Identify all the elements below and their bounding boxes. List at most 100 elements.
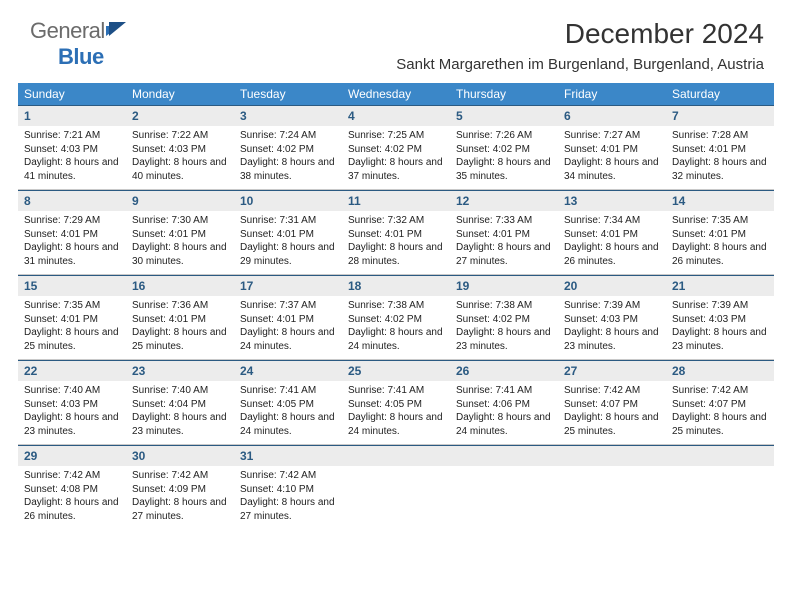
day-number: 24 [234,361,342,381]
sunrise-text: Sunrise: 7:39 AM [564,299,660,313]
sunset-text: Sunset: 4:02 PM [456,313,552,327]
day-number [450,446,558,466]
sunset-text: Sunset: 4:01 PM [240,313,336,327]
sunrise-text: Sunrise: 7:28 AM [672,129,768,143]
sunset-text: Sunset: 4:10 PM [240,483,336,497]
daylight-text: Daylight: 8 hours and 25 minutes. [24,326,120,353]
sunset-text: Sunset: 4:01 PM [348,228,444,242]
day-detail: Sunrise: 7:37 AMSunset: 4:01 PMDaylight:… [234,296,342,359]
daylight-text: Daylight: 8 hours and 29 minutes. [240,241,336,268]
day-number: 10 [234,191,342,211]
day-number-row: 1234567 [18,105,774,126]
day-number-row: 15161718192021 [18,275,774,296]
daylight-text: Daylight: 8 hours and 23 minutes. [456,326,552,353]
sunset-text: Sunset: 4:03 PM [672,313,768,327]
sunrise-text: Sunrise: 7:38 AM [456,299,552,313]
sunrise-text: Sunrise: 7:35 AM [24,299,120,313]
day-detail: Sunrise: 7:42 AMSunset: 4:07 PMDaylight:… [666,381,774,444]
week-block: 15161718192021Sunrise: 7:35 AMSunset: 4:… [18,275,774,360]
daylight-text: Daylight: 8 hours and 32 minutes. [672,156,768,183]
location-text: Sankt Margarethen im Burgenland, Burgenl… [396,56,764,73]
day-detail-row: Sunrise: 7:29 AMSunset: 4:01 PMDaylight:… [18,211,774,274]
daylight-text: Daylight: 8 hours and 31 minutes. [24,241,120,268]
sunset-text: Sunset: 4:03 PM [132,143,228,157]
sunset-text: Sunset: 4:07 PM [672,398,768,412]
sunrise-text: Sunrise: 7:27 AM [564,129,660,143]
day-detail: Sunrise: 7:42 AMSunset: 4:08 PMDaylight:… [18,466,126,529]
day-detail: Sunrise: 7:28 AMSunset: 4:01 PMDaylight:… [666,126,774,189]
sunrise-text: Sunrise: 7:42 AM [564,384,660,398]
sunrise-text: Sunrise: 7:29 AM [24,214,120,228]
sunset-text: Sunset: 4:01 PM [672,228,768,242]
month-title: December 2024 [396,18,764,50]
daylight-text: Daylight: 8 hours and 28 minutes. [348,241,444,268]
sunrise-text: Sunrise: 7:22 AM [132,129,228,143]
sunset-text: Sunset: 4:01 PM [24,313,120,327]
daylight-text: Daylight: 8 hours and 26 minutes. [672,241,768,268]
weekday-header-row: Sunday Monday Tuesday Wednesday Thursday… [18,83,774,105]
weeks-container: 1234567Sunrise: 7:21 AMSunset: 4:03 PMDa… [18,105,774,529]
day-detail [450,466,558,529]
day-detail: Sunrise: 7:27 AMSunset: 4:01 PMDaylight:… [558,126,666,189]
day-number: 23 [126,361,234,381]
day-number: 17 [234,276,342,296]
daylight-text: Daylight: 8 hours and 24 minutes. [456,411,552,438]
sunrise-text: Sunrise: 7:25 AM [348,129,444,143]
day-detail: Sunrise: 7:41 AMSunset: 4:05 PMDaylight:… [342,381,450,444]
day-detail: Sunrise: 7:32 AMSunset: 4:01 PMDaylight:… [342,211,450,274]
day-number-row: 293031 [18,445,774,466]
day-detail: Sunrise: 7:42 AMSunset: 4:10 PMDaylight:… [234,466,342,529]
sunset-text: Sunset: 4:05 PM [348,398,444,412]
daylight-text: Daylight: 8 hours and 27 minutes. [240,496,336,523]
sunrise-text: Sunrise: 7:40 AM [132,384,228,398]
sunset-text: Sunset: 4:03 PM [24,143,120,157]
day-number: 11 [342,191,450,211]
daylight-text: Daylight: 8 hours and 25 minutes. [132,326,228,353]
sunrise-text: Sunrise: 7:30 AM [132,214,228,228]
day-detail: Sunrise: 7:41 AMSunset: 4:06 PMDaylight:… [450,381,558,444]
sunrise-text: Sunrise: 7:42 AM [672,384,768,398]
sunset-text: Sunset: 4:01 PM [240,228,336,242]
day-number [342,446,450,466]
day-number-row: 22232425262728 [18,360,774,381]
sunrise-text: Sunrise: 7:41 AM [456,384,552,398]
daylight-text: Daylight: 8 hours and 23 minutes. [132,411,228,438]
day-detail: Sunrise: 7:21 AMSunset: 4:03 PMDaylight:… [18,126,126,189]
day-detail: Sunrise: 7:30 AMSunset: 4:01 PMDaylight:… [126,211,234,274]
day-number: 29 [18,446,126,466]
daylight-text: Daylight: 8 hours and 30 minutes. [132,241,228,268]
weekday-cell: Monday [126,83,234,105]
sunrise-text: Sunrise: 7:33 AM [456,214,552,228]
weekday-cell: Friday [558,83,666,105]
day-detail: Sunrise: 7:42 AMSunset: 4:07 PMDaylight:… [558,381,666,444]
day-number: 9 [126,191,234,211]
day-detail-row: Sunrise: 7:42 AMSunset: 4:08 PMDaylight:… [18,466,774,529]
day-detail [342,466,450,529]
logo: General Blue [28,18,128,70]
sunrise-text: Sunrise: 7:21 AM [24,129,120,143]
day-number: 31 [234,446,342,466]
logo-flag-icon [106,22,128,36]
day-detail: Sunrise: 7:29 AMSunset: 4:01 PMDaylight:… [18,211,126,274]
day-detail: Sunrise: 7:34 AMSunset: 4:01 PMDaylight:… [558,211,666,274]
daylight-text: Daylight: 8 hours and 41 minutes. [24,156,120,183]
sunset-text: Sunset: 4:02 PM [348,143,444,157]
sunset-text: Sunset: 4:09 PM [132,483,228,497]
daylight-text: Daylight: 8 hours and 23 minutes. [672,326,768,353]
logo-text-blue: Blue [58,44,104,69]
daylight-text: Daylight: 8 hours and 24 minutes. [240,326,336,353]
sunrise-text: Sunrise: 7:31 AM [240,214,336,228]
day-number-row: 891011121314 [18,190,774,211]
day-detail-row: Sunrise: 7:40 AMSunset: 4:03 PMDaylight:… [18,381,774,444]
day-number: 4 [342,106,450,126]
day-detail: Sunrise: 7:36 AMSunset: 4:01 PMDaylight:… [126,296,234,359]
sunset-text: Sunset: 4:07 PM [564,398,660,412]
daylight-text: Daylight: 8 hours and 37 minutes. [348,156,444,183]
daylight-text: Daylight: 8 hours and 24 minutes. [348,411,444,438]
day-number: 26 [450,361,558,381]
day-number: 15 [18,276,126,296]
sunrise-text: Sunrise: 7:39 AM [672,299,768,313]
sunset-text: Sunset: 4:02 PM [348,313,444,327]
header: General Blue December 2024 Sankt Margare… [0,0,792,79]
daylight-text: Daylight: 8 hours and 25 minutes. [672,411,768,438]
